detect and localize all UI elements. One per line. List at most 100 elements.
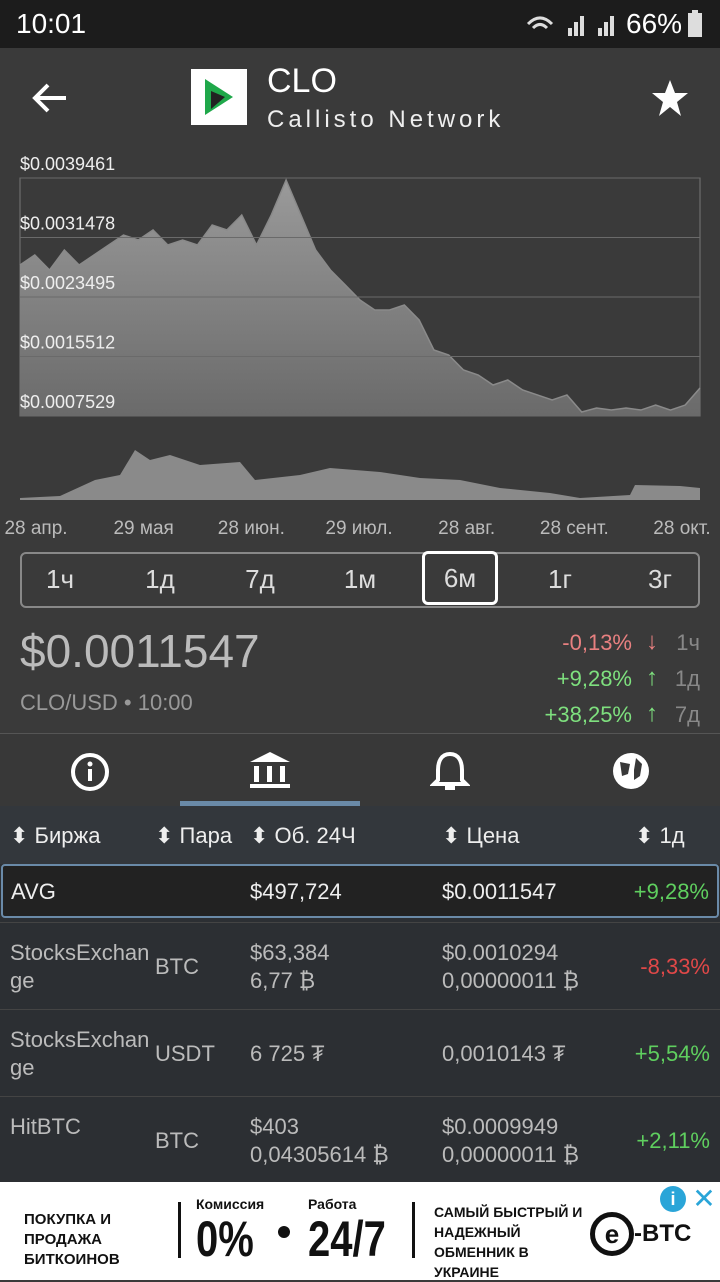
y-tick-label: $0.0039461 [20, 154, 115, 174]
y-tick-label: $0.0015512 [20, 333, 115, 353]
price-area [20, 180, 700, 416]
volume: 0,04305614 ₿ [250, 1141, 389, 1167]
price: $0.0011547 [442, 879, 557, 904]
change-value: +9,28% [556, 666, 632, 691]
change: +9,28% [633, 879, 709, 904]
web-tab[interactable] [610, 750, 652, 792]
ad-text: Комиссия [196, 1196, 265, 1212]
ad-banner[interactable]: ПОКУПКА И ПРОДАЖА БИТКОИНОВ Комиссия 0% … [0, 1182, 720, 1280]
x-tick-label: 28 июн. [218, 518, 285, 539]
x-tick-label: 29 июл. [325, 518, 392, 539]
favorite-button[interactable] [650, 78, 690, 118]
change: +2,11% [636, 1127, 710, 1153]
change-arrow: ↑ [646, 700, 658, 727]
pair-time: CLO/USD • 10:00 [20, 690, 193, 715]
range-button[interactable]: 1м [343, 564, 377, 594]
header-cell: 1д [659, 823, 685, 848]
header-cell: Пара [179, 823, 233, 848]
volume: $403 [250, 1113, 299, 1139]
exchange: HitBTC [10, 1113, 81, 1139]
change-period: 7д [674, 702, 700, 727]
table-header: ⬍ Биржа ⬍ Пара ⬍ Об. 24Ч ⬍ Цена ⬍ 1д [0, 806, 720, 864]
y-tick-label: $0.0031478 [20, 214, 115, 234]
volume: 6 725 ₮ [250, 1040, 325, 1066]
volume: 6,77 ₿ [250, 967, 316, 993]
divider [178, 1202, 181, 1258]
y-tick-label: $0.0007529 [20, 392, 115, 412]
dot [278, 1226, 290, 1238]
coin-symbol: CLO [267, 62, 337, 100]
x-tick-label: 28 апр. [4, 518, 67, 539]
battery-icon [688, 10, 702, 37]
sort-pair[interactable]: ⬍ Пара [155, 823, 233, 848]
range-button[interactable]: 6м [422, 551, 498, 605]
change-value: -0,13% [562, 630, 632, 655]
exchange: AVG [11, 879, 56, 904]
back-button[interactable] [30, 80, 70, 116]
exchange: StocksExchange [10, 1026, 150, 1080]
clock: 10:01 [16, 8, 87, 39]
sort-exchange[interactable]: ⬍ Биржа [10, 823, 101, 848]
ad-text: САМЫЙ БЫСТРЫЙ И НАДЕЖНЫЙ ОБМЕННИК В УКРА… [434, 1204, 583, 1280]
x-tick-label: 28 сент. [540, 518, 609, 539]
sort-price[interactable]: ⬍ Цена [442, 823, 520, 848]
x-tick-label: 29 мая [113, 518, 173, 539]
current-price: $0.0011547 [20, 625, 260, 677]
y-tick-label: $0.0023495 [20, 273, 115, 293]
range-button[interactable]: 1г [548, 564, 572, 594]
table-row[interactable]: HitBTC BTC $403 0,04305614 ₿ $0.0009949 0,000… [0, 1096, 720, 1183]
brand-logo: e [590, 1212, 634, 1256]
avg-row[interactable]: AVG $497,724 $0.0011547 +9,28% [1, 864, 719, 918]
coin-name: Callisto Network [267, 106, 505, 133]
pair: USDT [155, 1040, 215, 1066]
range-selector [20, 552, 700, 608]
sort-change[interactable]: ⬍ 1д [635, 823, 685, 848]
tab-bar [0, 733, 720, 806]
volume-area [20, 450, 700, 500]
range-button[interactable]: 7д [245, 564, 275, 594]
price-line [19, 178, 701, 413]
change-period: 1ч [676, 630, 700, 655]
ad-text: 0% [196, 1211, 254, 1267]
ad-text: 24/7 [308, 1211, 386, 1267]
divider [412, 1202, 415, 1258]
ad-text: Работа [308, 1196, 357, 1212]
range-button[interactable]: 1ч [45, 564, 74, 594]
change: -8,33% [640, 953, 710, 979]
price: $0.0010294 [442, 939, 559, 965]
header-cell: Об. 24Ч [274, 823, 356, 848]
volume: $63,384 [250, 939, 330, 965]
header-cell: Цена [466, 823, 520, 848]
info-tab[interactable] [70, 752, 110, 792]
change-value: +38,25% [544, 702, 632, 727]
table-row[interactable]: StocksExchange BTC $63,384 6,77 ₿ $0.0010294… [0, 922, 720, 1009]
range-button[interactable]: 1д [145, 564, 175, 594]
battery-level: 66% [626, 8, 683, 39]
pair: BTC [155, 953, 199, 979]
alerts-tab[interactable] [430, 750, 470, 792]
x-tick-label: 28 авг. [438, 518, 495, 539]
coin-logo [191, 69, 247, 125]
ad-info[interactable]: i [660, 1186, 686, 1212]
change: +5,54% [634, 1040, 710, 1066]
ad-close[interactable]: ✕ [692, 1183, 716, 1214]
range-button[interactable]: 3г [648, 564, 672, 594]
change-arrow: ↑ [646, 664, 658, 691]
sort-volume[interactable]: ⬍ Об. 24Ч [250, 823, 356, 848]
table-row[interactable]: StocksExchange USDT 6 725 ₮ 0,0010143 ₮ +5,5… [0, 1009, 720, 1096]
status-bar: 10:01 66% [0, 0, 720, 48]
exchange: StocksExchange [10, 939, 150, 993]
volume: $497,724 [250, 879, 342, 904]
x-tick-label: 28 окт. [653, 518, 710, 539]
exchanges-tab[interactable] [248, 750, 292, 790]
ad-text: ПОКУПКА И ПРОДАЖА БИТКОИНОВ [24, 1211, 120, 1268]
price: 0,00000011 ₿ [442, 1141, 579, 1167]
pair: BTC [155, 1127, 199, 1153]
brand: -BTC [634, 1220, 692, 1247]
tab-indicator [180, 801, 360, 806]
change-period: 1д [674, 666, 700, 691]
price: 0,0010143 ₮ [442, 1040, 566, 1066]
exchange-table: ⬍ Биржа ⬍ Пара ⬍ Об. 24Ч ⬍ Цена ⬍ 1д AVG… [0, 806, 720, 1182]
signal-icons [526, 16, 614, 36]
